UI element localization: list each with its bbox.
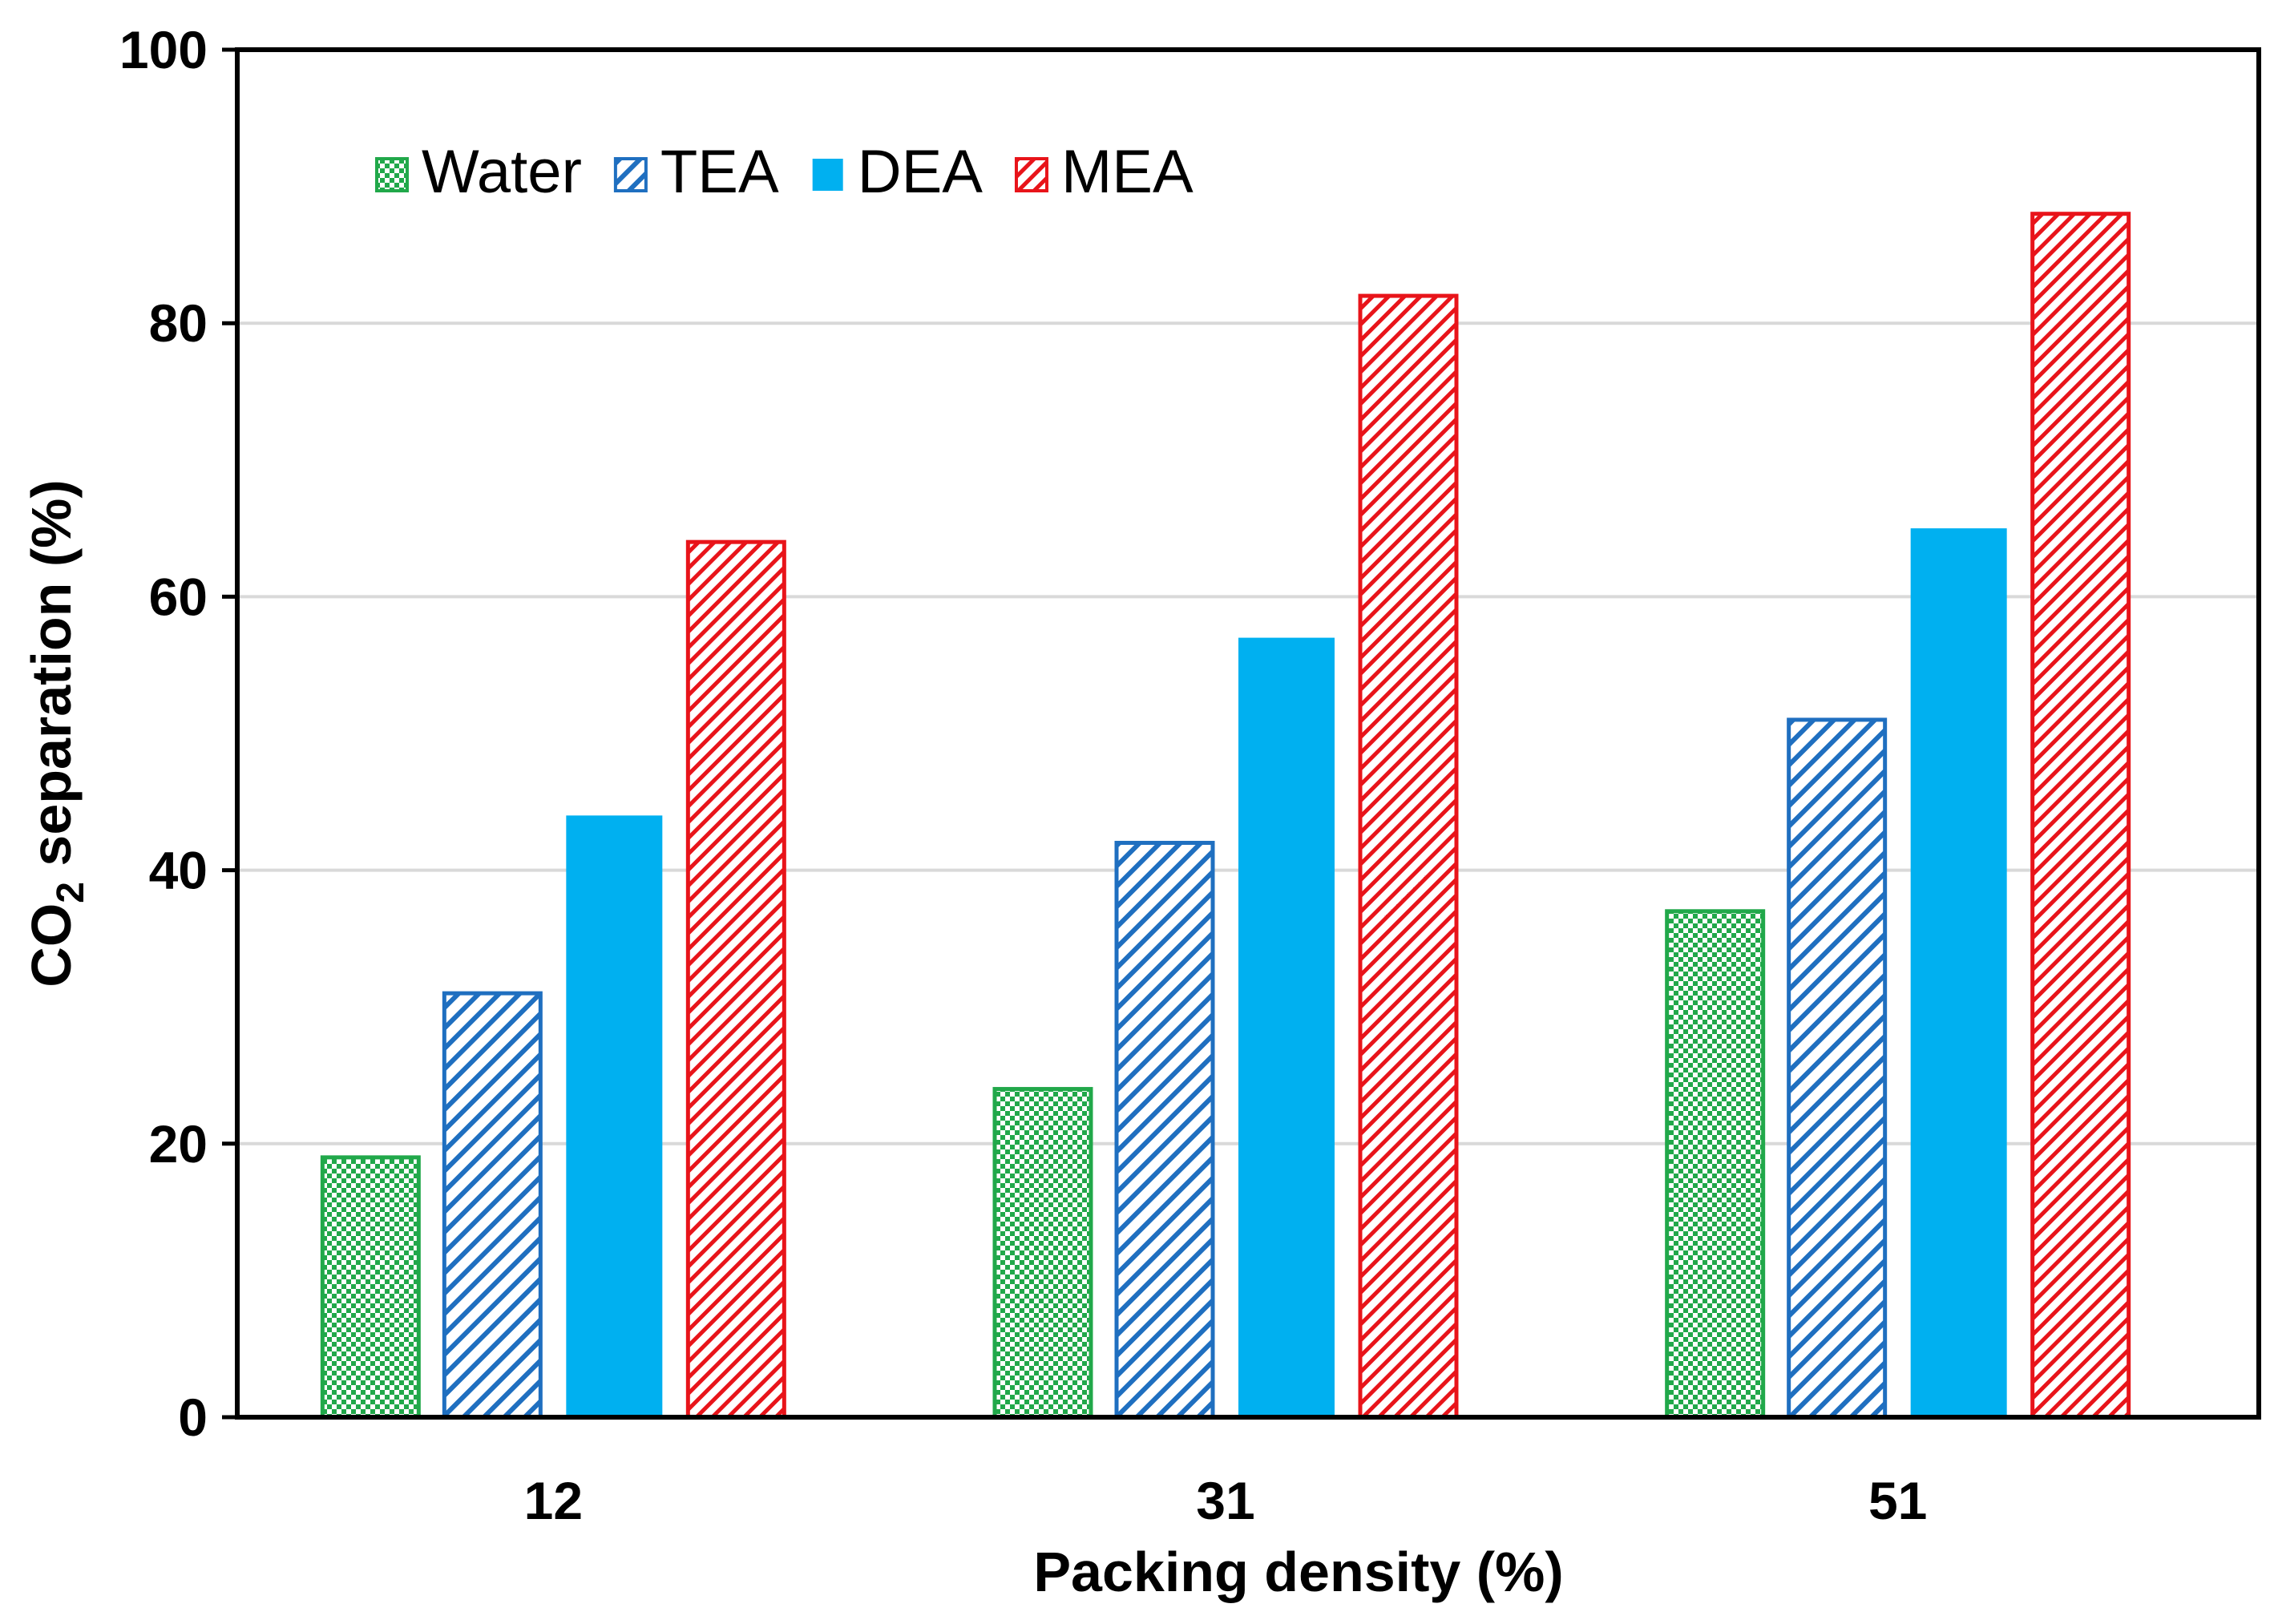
bar-dea-51	[1910, 528, 2007, 1417]
y-tick-label: 20	[149, 1114, 208, 1174]
bar-water-12	[320, 1155, 421, 1420]
y-axis: 0 20 40 60 80 100	[119, 20, 240, 1447]
x-tick-label: 31	[1196, 1471, 1254, 1530]
x-tick-label: 51	[1868, 1471, 1927, 1530]
y-tick-label: 60	[149, 567, 208, 626]
legend-label-water: Water	[422, 138, 582, 206]
y-tick-label: 80	[149, 293, 208, 353]
y-axis-title-main: CO	[20, 903, 83, 988]
legend-swatch-water	[375, 157, 409, 192]
legend-label-mea: MEA	[1061, 138, 1194, 206]
x-tick-label: 12	[524, 1471, 583, 1530]
x-axis: 12 31 51	[524, 1471, 1928, 1530]
bar-tea-31	[1114, 840, 1215, 1420]
y-axis-title: CO2 separation (%)	[20, 479, 92, 987]
bar-mea-31	[1358, 293, 1459, 1420]
bar-dea-12	[566, 815, 663, 1417]
bar-mea-12	[685, 539, 786, 1420]
bar-tea-12	[442, 991, 543, 1420]
plot-frame	[235, 47, 2261, 1420]
y-axis-title-rest: separation (%)	[20, 479, 83, 882]
y-tick-label: 40	[149, 841, 208, 900]
legend-swatch-tea	[613, 157, 648, 192]
bar-water-51	[1665, 909, 1766, 1420]
y-axis-title-subscript: 2	[50, 882, 92, 903]
y-tick-label: 100	[119, 20, 208, 79]
bar-water-31	[992, 1087, 1093, 1420]
bars-group	[320, 212, 2131, 1420]
bar-tea-51	[1787, 717, 1888, 1420]
bar-dea-31	[1238, 637, 1335, 1417]
x-axis-title: Packing density (%)	[1033, 1541, 1563, 1603]
legend-label-dea: DEA	[858, 138, 984, 206]
bar-mea-51	[2030, 212, 2131, 1420]
legend-swatch-dea	[812, 159, 843, 191]
legend: Water TEA DEA MEA	[375, 138, 1194, 206]
legend-swatch-mea	[1014, 157, 1048, 192]
legend-label-tea: TEA	[660, 138, 779, 206]
y-tick-label: 0	[178, 1388, 208, 1447]
